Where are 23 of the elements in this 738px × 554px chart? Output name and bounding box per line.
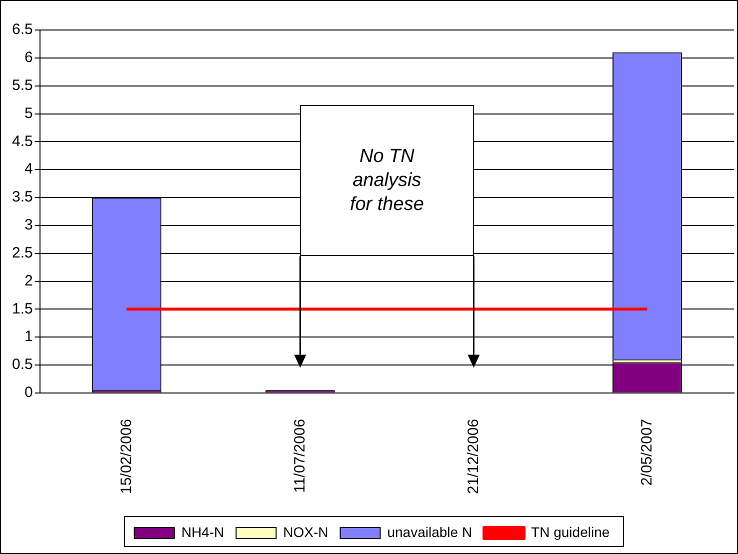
y-tick-label: 1.5 <box>12 300 33 318</box>
legend-label: NH4-N <box>181 524 224 540</box>
y-tick-label: 6.5 <box>12 21 33 38</box>
x-tick-label: 2/05/2007 <box>638 418 656 486</box>
text-box: No TN analysis for these <box>300 105 474 256</box>
legend-label: NOX-N <box>283 524 328 540</box>
y-tick-label: 1 <box>24 328 33 346</box>
y-tick-label: 2 <box>24 272 33 290</box>
y-tick-label: 4 <box>24 160 33 178</box>
y-tick-label: 5 <box>24 104 33 122</box>
y-tick-label: 0 <box>24 384 33 402</box>
x-tick-label: 11/07/2006 <box>291 418 308 493</box>
y-tick-label: 5.5 <box>12 76 33 94</box>
y-tick-label: 2.5 <box>12 244 33 262</box>
y-tick-label: 3.5 <box>12 188 33 206</box>
y-tick-label: 0.5 <box>12 356 33 374</box>
legend-label: TN guideline <box>531 524 610 540</box>
y-tick-label: 4.5 <box>12 132 33 150</box>
x-tick-label: 15/02/2006 <box>118 418 135 494</box>
x-tick-label: 21/12/2006 <box>464 418 482 494</box>
y-tick-label: 6 <box>24 49 33 66</box>
y-tick-label: 3 <box>24 216 33 234</box>
legend-label: unavailable N <box>387 524 472 540</box>
